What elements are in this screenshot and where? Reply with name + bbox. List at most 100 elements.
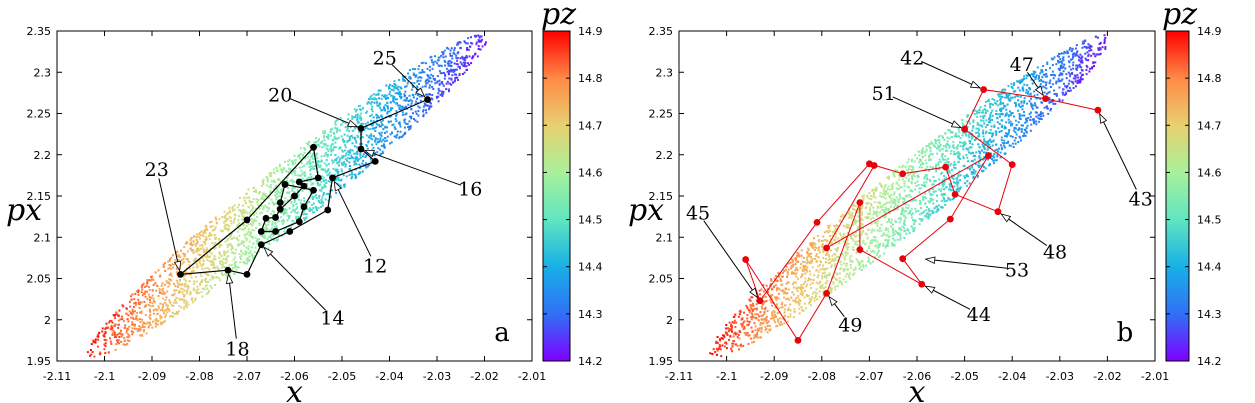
cloud-point [957, 126, 960, 129]
cloud-point [932, 166, 935, 169]
cloud-point [952, 181, 955, 184]
cloud-point [798, 304, 801, 307]
cloud-point [321, 200, 324, 203]
path-marker [272, 214, 279, 221]
cloud-point [430, 59, 433, 62]
cloud-point [760, 305, 763, 308]
cloud-point [253, 229, 256, 232]
cloud-point [414, 75, 417, 78]
cloud-point [1038, 85, 1041, 88]
colorbar-tick-label: 14.5 [578, 214, 603, 227]
cloud-point [800, 306, 803, 309]
cloud-point [315, 137, 317, 140]
cloud-point [1029, 129, 1032, 132]
cloud-point [1068, 48, 1071, 51]
cloud-point [390, 88, 393, 91]
cloud-point [161, 297, 164, 300]
cloud-point [391, 124, 394, 126]
cloud-point [849, 260, 852, 263]
cloud-point [307, 142, 310, 145]
cloud-point [390, 141, 393, 144]
cloud-point [1079, 76, 1082, 79]
cloud-point [206, 248, 209, 251]
cloud-point [903, 197, 906, 200]
cloud-point [178, 279, 181, 282]
cloud-point [188, 280, 191, 283]
cloud-point [987, 139, 990, 142]
cloud-point [256, 216, 259, 218]
cloud-point [733, 321, 736, 324]
cloud-point [809, 273, 812, 276]
cloud-point [291, 208, 294, 211]
cloud-point [271, 223, 274, 226]
cloud-point [317, 165, 320, 168]
cloud-point [417, 68, 420, 71]
cloud-point [131, 313, 133, 316]
cloud-point [884, 183, 887, 186]
cloud-point [344, 154, 347, 157]
cloud-point [337, 183, 340, 186]
cloud-point [294, 173, 297, 176]
cloud-point [716, 342, 719, 344]
cloud-point [914, 182, 917, 185]
cloud-point [995, 113, 998, 115]
cloud-point [213, 243, 216, 246]
cloud-point [269, 189, 272, 192]
cloud-point [375, 143, 378, 146]
cloud-point [806, 270, 809, 273]
cloud-point [1015, 124, 1018, 126]
cloud-point [382, 95, 385, 98]
cloud-point [844, 280, 847, 283]
cloud-point [921, 151, 924, 154]
cloud-point [982, 144, 984, 147]
cloud-point [360, 112, 363, 115]
cloud-point [161, 321, 164, 324]
cloud-point [956, 176, 959, 179]
cloud-point [225, 259, 228, 262]
cloud-point [818, 295, 821, 298]
cloud-point [334, 158, 336, 161]
cloud-point [896, 238, 899, 241]
cloud-point [412, 112, 414, 115]
cloud-point [873, 188, 876, 191]
cloud-point [204, 267, 207, 270]
cloud-point [143, 301, 146, 303]
cloud-point [742, 345, 745, 347]
cloud-point [953, 135, 956, 138]
cloud-point [475, 43, 478, 46]
cloud-point [349, 165, 351, 167]
cloud-point [202, 259, 205, 262]
cloud-point [309, 208, 312, 211]
cloud-point [1070, 68, 1072, 71]
cloud-point [734, 331, 737, 334]
cloud-point [950, 150, 953, 152]
cloud-point [323, 154, 326, 157]
cloud-point [394, 92, 397, 95]
cloud-point [323, 136, 326, 139]
cloud-point [313, 211, 316, 214]
cloud-point [160, 321, 162, 324]
cloud-point [303, 147, 306, 150]
cloud-point [893, 209, 895, 212]
annotation-arrow [364, 149, 462, 186]
cloud-point [800, 263, 802, 266]
cloud-point [726, 334, 729, 336]
cloud-point [999, 109, 1001, 112]
cloud-point [732, 340, 735, 342]
cloud-point [811, 281, 814, 284]
cloud-point [154, 319, 157, 322]
cloud-point [925, 176, 928, 179]
cloud-point [966, 180, 969, 183]
cloud-point [980, 119, 983, 122]
cloud-point [406, 97, 408, 99]
cloud-point [1005, 142, 1008, 144]
cloud-point [1040, 118, 1043, 121]
cloud-point [760, 328, 763, 331]
cloud-point [859, 217, 862, 220]
cloud-point [999, 156, 1002, 159]
cloud-point [861, 231, 864, 234]
cloud-point [384, 132, 386, 134]
cloud-point [1077, 64, 1080, 67]
cloud-point [223, 250, 225, 253]
cloud-point [912, 173, 915, 176]
